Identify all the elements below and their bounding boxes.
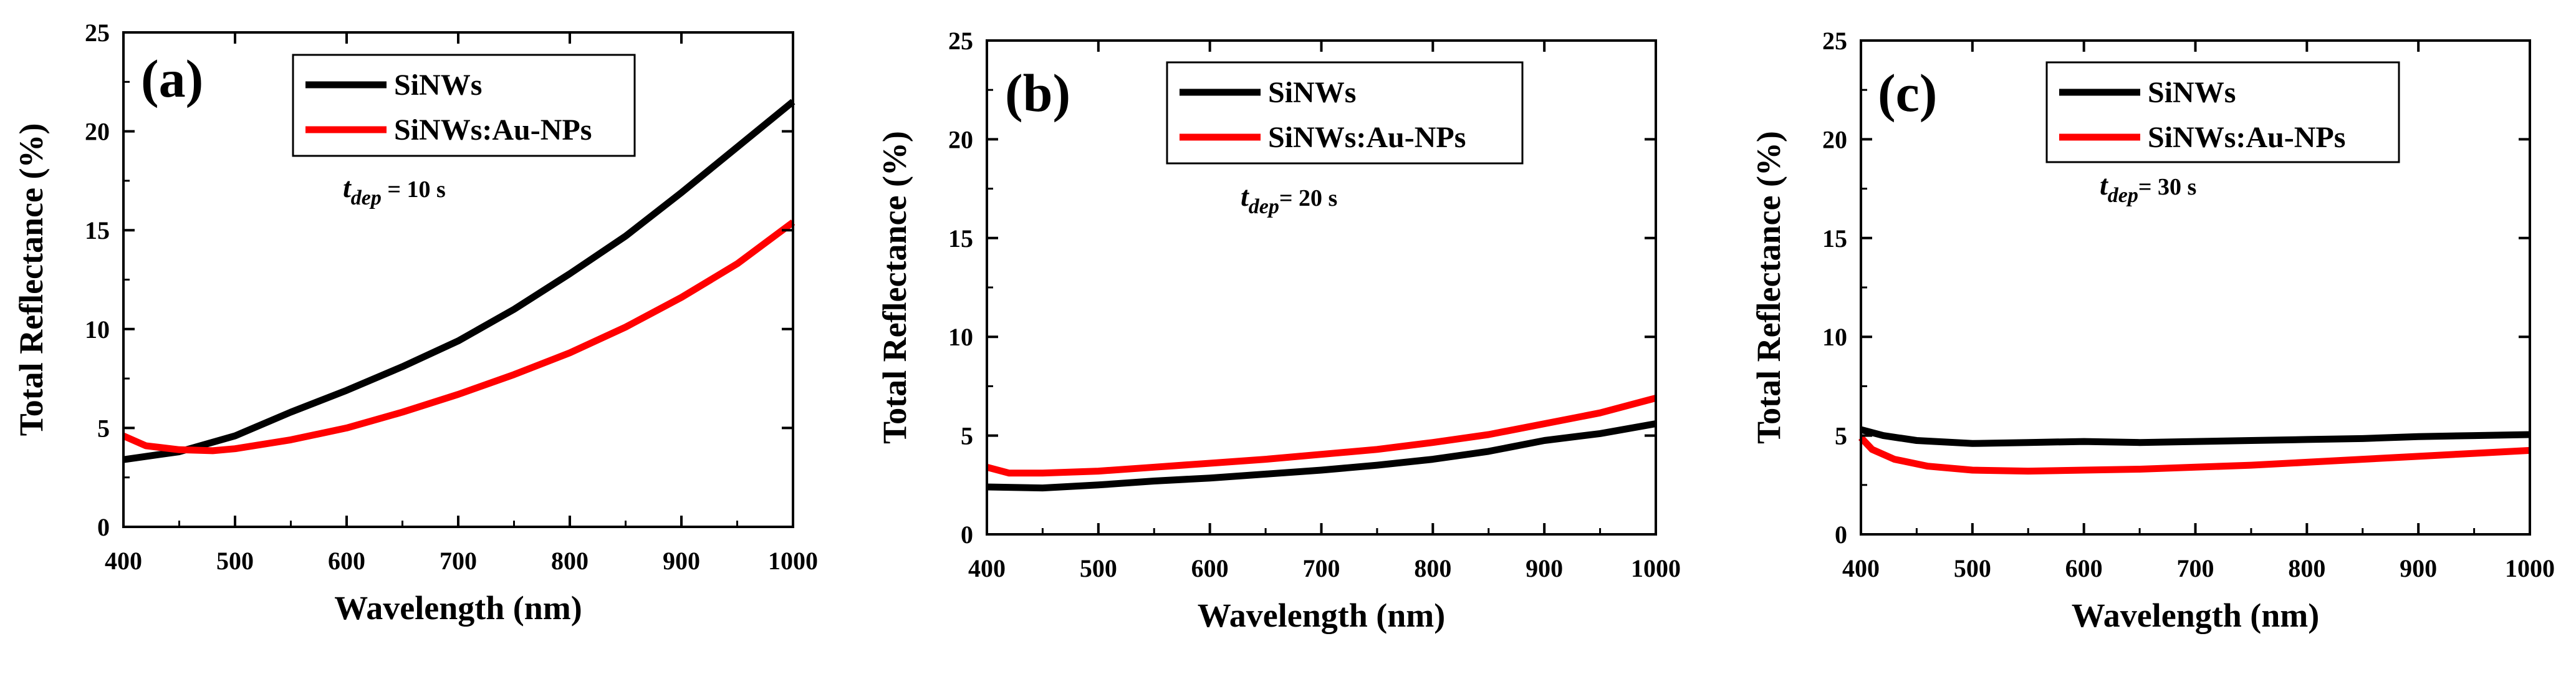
x-tick-label: 500 <box>1954 554 1991 582</box>
x-tick-label: 700 <box>1303 554 1340 582</box>
annotation-value: = 30 s <box>2138 174 2196 200</box>
deposition-time-annotation: tdep= 30 s <box>2100 169 2196 207</box>
y-axis-title: Total Reflectance (%) <box>1750 131 1787 444</box>
x-tick-label: 400 <box>968 554 1006 582</box>
data-lines <box>986 395 1657 492</box>
y-tick-label: 20 <box>1822 125 1847 153</box>
y-axis-title: Total Reflectance (%) <box>876 131 913 444</box>
series-line-sinws-au-nps <box>986 395 1657 477</box>
x-tick-label: 900 <box>2400 554 2437 582</box>
y-tick-label: 15 <box>1822 224 1847 253</box>
y-tick-label: 10 <box>948 323 973 351</box>
ticks: 400 500 600 700 800 900 1000 0 5 10 15 20 25 <box>1822 27 2555 582</box>
x-tick-label: 400 <box>105 547 142 575</box>
series-line-sinws-au-nps <box>122 219 795 455</box>
y-tick-label: 25 <box>1822 27 1847 55</box>
legend-label-sinws: SiNWs <box>1268 76 1356 109</box>
ticks: 400 500 600 700 800 900 1000 0 5 10 15 20 25 <box>948 27 1681 582</box>
legend: SiNWs SiNWs:Au-NPs <box>1166 61 1524 165</box>
series-line-sinws <box>1860 426 2530 447</box>
x-tick-label: 400 <box>1842 554 1880 582</box>
annotation-subscript: dep <box>2108 184 2138 207</box>
y-tick-label: 20 <box>948 125 973 153</box>
x-tick-label: 600 <box>2065 554 2103 582</box>
legend-box <box>1166 61 1524 165</box>
ticks: 400 500 600 700 800 900 1000 0 5 10 15 20 25 <box>85 19 818 575</box>
x-tick-label: 600 <box>328 547 365 575</box>
x-axis-title: Wavelength (nm) <box>2072 597 2320 634</box>
x-tick-label: 900 <box>1526 554 1563 582</box>
legend-label-sinws-au-nps: SiNWs:Au-NPs <box>394 113 592 147</box>
x-tick-label: 500 <box>216 547 254 575</box>
series-line-sinws <box>986 420 1656 492</box>
annotation-value: = 20 s <box>1279 185 1337 211</box>
x-tick-label: 700 <box>440 547 477 575</box>
x-axis-title: Wavelength (nm) <box>334 589 582 627</box>
annotation-t: t <box>343 171 352 203</box>
annotation-t: t <box>2100 169 2108 201</box>
x-tick-label: 500 <box>1080 554 1117 582</box>
chart-panel-a: 400 500 600 700 800 900 1000 0 5 10 15 20 25 Waveleng… <box>12 19 818 627</box>
annotation-subscript: dep <box>351 186 382 209</box>
y-tick-label: 5 <box>97 414 110 442</box>
x-tick-label: 800 <box>551 547 589 575</box>
x-tick-label: 1000 <box>1631 554 1681 582</box>
y-tick-label: 0 <box>961 521 973 549</box>
x-tick-label: 600 <box>1191 554 1229 582</box>
legend-label-sinws-au-nps: SiNWs:Au-NPs <box>2148 121 2345 154</box>
annotation-value: = 10 s <box>382 176 446 203</box>
panel-label: (c) <box>1878 63 1937 123</box>
y-tick-label: 20 <box>85 118 110 146</box>
x-axis-title: Wavelength (nm) <box>1198 597 1446 634</box>
data-lines <box>122 99 795 463</box>
x-tick-label: 800 <box>1414 554 1451 582</box>
chart-panel-b: 400 500 600 700 800 900 1000 0 5 10 15 20 25 Waveleng… <box>876 27 1681 634</box>
legend-label-sinws: SiNWs <box>394 69 482 102</box>
y-tick-label: 10 <box>85 315 110 344</box>
data-lines <box>1858 426 2530 475</box>
panel-label: (a) <box>141 49 203 108</box>
y-tick-label: 25 <box>85 19 110 47</box>
y-tick-label: 5 <box>1835 422 1847 450</box>
y-tick-label: 10 <box>1822 323 1847 351</box>
legend: SiNWs SiNWs:Au-NPs <box>292 54 636 157</box>
legend-label-sinws-au-nps: SiNWs:Au-NPs <box>1268 121 1466 154</box>
legend: SiNWs SiNWs:Au-NPs <box>2045 61 2400 163</box>
x-tick-label: 1000 <box>2505 554 2555 582</box>
panel-label: (b) <box>1005 63 1070 123</box>
annotation-subscript: dep <box>1249 195 1279 218</box>
legend-box <box>2045 61 2400 163</box>
y-tick-label: 15 <box>85 216 110 244</box>
series-line-sinws <box>123 99 795 463</box>
x-tick-label: 700 <box>2177 554 2214 582</box>
y-tick-label: 15 <box>948 224 973 253</box>
y-tick-label: 25 <box>948 27 973 55</box>
deposition-time-annotation: tdep= 20 s <box>1241 180 1337 218</box>
y-tick-label: 0 <box>97 513 110 541</box>
y-tick-label: 0 <box>1835 521 1847 549</box>
x-tick-label: 900 <box>663 547 700 575</box>
x-tick-label: 800 <box>2288 554 2325 582</box>
annotation-t: t <box>1241 180 1249 212</box>
x-tick-label: 1000 <box>768 547 818 575</box>
y-tick-label: 5 <box>961 422 973 450</box>
series-line-sinws-au-nps <box>1858 435 2530 475</box>
chart-panel-c: 400 500 600 700 800 900 1000 0 5 10 15 20 25 Waveleng… <box>1750 27 2555 634</box>
y-axis-title: Total Reflectance (%) <box>12 123 50 436</box>
legend-label-sinws: SiNWs <box>2148 76 2236 109</box>
legend-box <box>292 54 636 157</box>
deposition-time-annotation: tdep = 10 s <box>343 171 446 209</box>
